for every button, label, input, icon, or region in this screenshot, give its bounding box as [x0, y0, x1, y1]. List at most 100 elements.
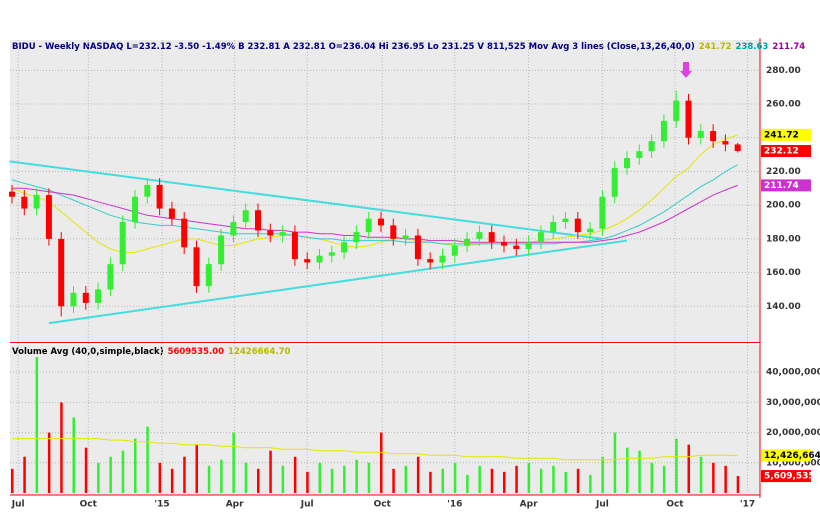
volume-bar — [589, 474, 592, 493]
volume-bar — [416, 456, 420, 493]
candle-body — [316, 255, 323, 263]
x-tick-label: Jul — [11, 500, 25, 510]
y-tick-label: 180.00 — [766, 234, 801, 244]
volume-bar — [662, 465, 666, 493]
candle-body — [427, 259, 434, 263]
candle-body — [513, 245, 520, 249]
value-box-label: 232.12 — [764, 147, 799, 157]
volume-bar — [466, 474, 469, 493]
volume-bar — [146, 426, 149, 493]
candle-body — [33, 195, 40, 209]
y-tick-label: 200.00 — [766, 201, 801, 211]
candle-body — [328, 252, 335, 256]
volume-bar — [35, 357, 39, 493]
volume-bar — [601, 456, 604, 493]
volume-bar — [97, 462, 100, 493]
volume-bar — [380, 432, 383, 493]
candle-body — [660, 120, 667, 142]
volume-bar — [712, 462, 715, 493]
x-tick-label: Oct — [374, 500, 392, 510]
volume-bar — [109, 456, 112, 493]
value-box-label: 12,426,664 — [764, 451, 820, 461]
candle-body — [697, 131, 704, 138]
x-tick-label: Oct — [80, 500, 98, 510]
volume-bar — [121, 450, 125, 493]
value-box-label: 211.74 — [764, 181, 799, 191]
candle-body — [156, 184, 163, 209]
volume-bar — [613, 432, 617, 493]
marks — [9, 90, 741, 493]
volume-bar — [281, 465, 285, 493]
volume-header: Volume Avg (40,0,simple,black) 5609535.00… — [12, 347, 291, 357]
candle-body — [685, 100, 692, 138]
volume-bar — [453, 462, 457, 493]
x-tick-label: '15 — [154, 500, 169, 510]
candle-body — [365, 218, 372, 233]
candle-body — [464, 238, 471, 246]
y-tick-label: 160.00 — [766, 268, 801, 278]
candle-body — [353, 232, 360, 243]
header-part: Volume Avg (40,0,simple,black) — [12, 347, 164, 357]
candle-body — [550, 222, 557, 233]
candle-body — [267, 230, 274, 236]
volume-bar — [47, 432, 51, 493]
volume-bar — [318, 462, 321, 493]
value-box-label: 5,609,535 — [764, 472, 815, 482]
value-box — [761, 449, 811, 462]
candle-body — [599, 196, 606, 229]
header-part: 211.74 — [772, 42, 805, 52]
candle-body — [181, 218, 188, 248]
volume-bar — [11, 468, 14, 493]
volume-bar — [515, 465, 518, 493]
volume-bar — [503, 471, 506, 493]
volume-bar — [367, 462, 371, 493]
candle-body — [205, 264, 212, 287]
candle-body — [636, 151, 643, 158]
volume-bar — [687, 444, 690, 493]
y-tick-label: 140.00 — [766, 302, 801, 312]
volume-bar — [60, 402, 63, 493]
value-box — [761, 145, 811, 158]
trendline — [48, 239, 628, 325]
value-box-label: 241.72 — [764, 130, 799, 140]
candle-body — [107, 264, 114, 290]
candle-body — [168, 208, 175, 219]
volume-bar — [183, 456, 186, 493]
volume-bar — [392, 468, 395, 493]
candle-body — [9, 191, 15, 197]
trendline — [9, 160, 603, 240]
volume-bar — [576, 468, 580, 493]
candle-body — [439, 255, 446, 263]
y-tick-label: 30,000,000 — [766, 398, 820, 408]
candle-body — [390, 225, 397, 239]
volume-bar — [134, 438, 137, 493]
candle-body — [673, 100, 680, 121]
volume-bar — [207, 465, 211, 493]
y-tick-label: 10,000,000 — [766, 458, 820, 468]
candle-body — [58, 238, 65, 307]
volume-bar — [232, 432, 235, 493]
candle-body — [70, 292, 77, 307]
moving-average — [11, 134, 738, 253]
candle-body — [451, 245, 458, 256]
x-tick-label: Jul — [300, 500, 314, 510]
y-tick-label: 220.00 — [766, 167, 801, 177]
volume-bar — [23, 456, 26, 493]
candle-body — [525, 242, 532, 249]
candle-body — [255, 210, 261, 231]
volume-bar — [170, 468, 174, 493]
volume-bar — [343, 465, 346, 493]
candle-body — [501, 242, 507, 246]
volume-bar — [552, 465, 555, 493]
volume-bar — [638, 450, 641, 493]
candle-body — [82, 292, 89, 303]
volume-bar — [269, 450, 272, 493]
header-part: 12426664.70 — [228, 347, 290, 357]
candle-body — [132, 196, 138, 223]
header-part: 238.63 — [736, 42, 769, 52]
signal-arrow — [680, 62, 692, 78]
candle-body — [414, 235, 421, 260]
volume-bar — [650, 462, 654, 493]
volume-bar — [72, 417, 75, 493]
